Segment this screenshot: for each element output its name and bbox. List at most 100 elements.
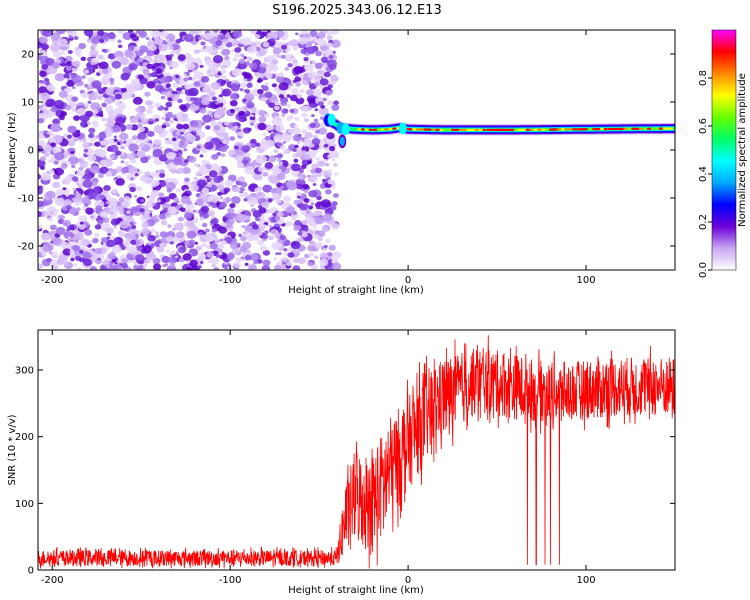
noise-blob (178, 246, 187, 254)
noise-blob (319, 258, 329, 267)
noise-blob (43, 144, 53, 152)
noise-blob (71, 164, 76, 169)
noise-blob (295, 82, 301, 87)
noise-blob (124, 161, 130, 166)
noise-blob (109, 77, 115, 83)
noise-blob (54, 73, 66, 82)
noise-blob (254, 33, 261, 39)
noise-blob (54, 99, 64, 108)
noise-blob (302, 142, 308, 147)
noise-blob (199, 107, 207, 114)
noise-blob (48, 217, 53, 222)
noise-blob (166, 188, 172, 193)
noise-blob (272, 212, 277, 217)
noise-blob (311, 163, 319, 170)
noise-blob (106, 116, 116, 124)
noise-blob (322, 178, 326, 182)
noise-blob (133, 45, 141, 52)
noise-blob (123, 239, 130, 246)
noise-blob (299, 33, 304, 38)
noise-blob (164, 263, 169, 267)
noise-blob (75, 47, 80, 51)
noise-blob (278, 94, 284, 99)
noise-blob (100, 141, 107, 146)
noise-blob (188, 87, 199, 97)
noise-blob (129, 186, 136, 193)
noise-blob (40, 165, 45, 170)
noise-blob (232, 30, 243, 39)
noise-blob (66, 66, 72, 71)
noise-blob (204, 141, 214, 150)
noise-blob (153, 263, 162, 270)
noise-blob (233, 145, 239, 150)
noise-blob (62, 219, 71, 227)
noise-blob (113, 135, 118, 139)
noise-blob (38, 54, 42, 61)
noise-blob (264, 82, 269, 86)
noise-blob (295, 191, 302, 197)
noise-blob (153, 255, 157, 258)
noise-blob (84, 203, 89, 207)
noise-blob (257, 122, 267, 131)
noise-blob (277, 158, 281, 162)
noise-blob (98, 61, 109, 70)
noise-blob (152, 68, 157, 72)
noise-blob (264, 135, 271, 141)
colorbar-label: Normalized spectral amplitude (737, 73, 748, 227)
noise-blob (234, 53, 240, 58)
noise-blob (243, 198, 248, 202)
noise-blob (258, 205, 262, 209)
noise-blob (201, 187, 210, 195)
noise-blob (152, 149, 163, 158)
noise-blob (58, 114, 65, 121)
noise-blob (318, 160, 326, 167)
noise-blob (81, 75, 86, 79)
noise-blob (236, 162, 245, 169)
noise-blob (158, 192, 165, 198)
noise-blob (51, 237, 62, 246)
noise-blob (267, 198, 273, 203)
noise-blob (142, 245, 152, 253)
snr-y-tick-label: 0 (28, 566, 34, 577)
noise-blob (262, 184, 273, 193)
noise-blob (105, 126, 111, 132)
noise-blob (330, 74, 339, 82)
noise-blob (300, 203, 309, 210)
noise-blob (96, 86, 103, 92)
noise-blob (66, 161, 72, 165)
noise-blob (148, 118, 153, 122)
noise-blob (314, 230, 320, 235)
noise-blob (91, 80, 102, 89)
noise-blob (208, 170, 218, 178)
noise-blob (114, 107, 123, 115)
noise-blob (299, 152, 304, 157)
noise-blob (128, 63, 138, 71)
noise-blob (293, 124, 298, 128)
noise-blob (194, 241, 199, 245)
noise-blob (210, 257, 219, 265)
noise-blob (209, 223, 214, 227)
noise-blob (169, 53, 174, 58)
noise-blob (276, 88, 287, 98)
noise-blob (131, 135, 138, 141)
noise-blob (250, 122, 255, 126)
noise-blob (292, 257, 300, 264)
noise-blob (226, 252, 235, 260)
noise-blob (107, 252, 116, 260)
noise-blob (272, 230, 277, 234)
noise-blob (84, 103, 90, 108)
noise-blob (119, 132, 129, 141)
noise-blob (148, 100, 154, 105)
noise-blob (198, 36, 203, 41)
noise-blob (71, 106, 78, 113)
noise-blob (200, 261, 204, 264)
noise-blob (177, 140, 188, 149)
colorbar-tick-label: 0.8 (698, 70, 709, 86)
noise-blob (304, 63, 314, 72)
noise-blob (83, 30, 94, 37)
colorbar-gradient (711, 29, 737, 271)
noise-blob (280, 185, 284, 189)
spectrogram-y-tick-label: -10 (18, 194, 34, 205)
noise-blob (232, 68, 242, 77)
noise-blob (224, 65, 228, 69)
